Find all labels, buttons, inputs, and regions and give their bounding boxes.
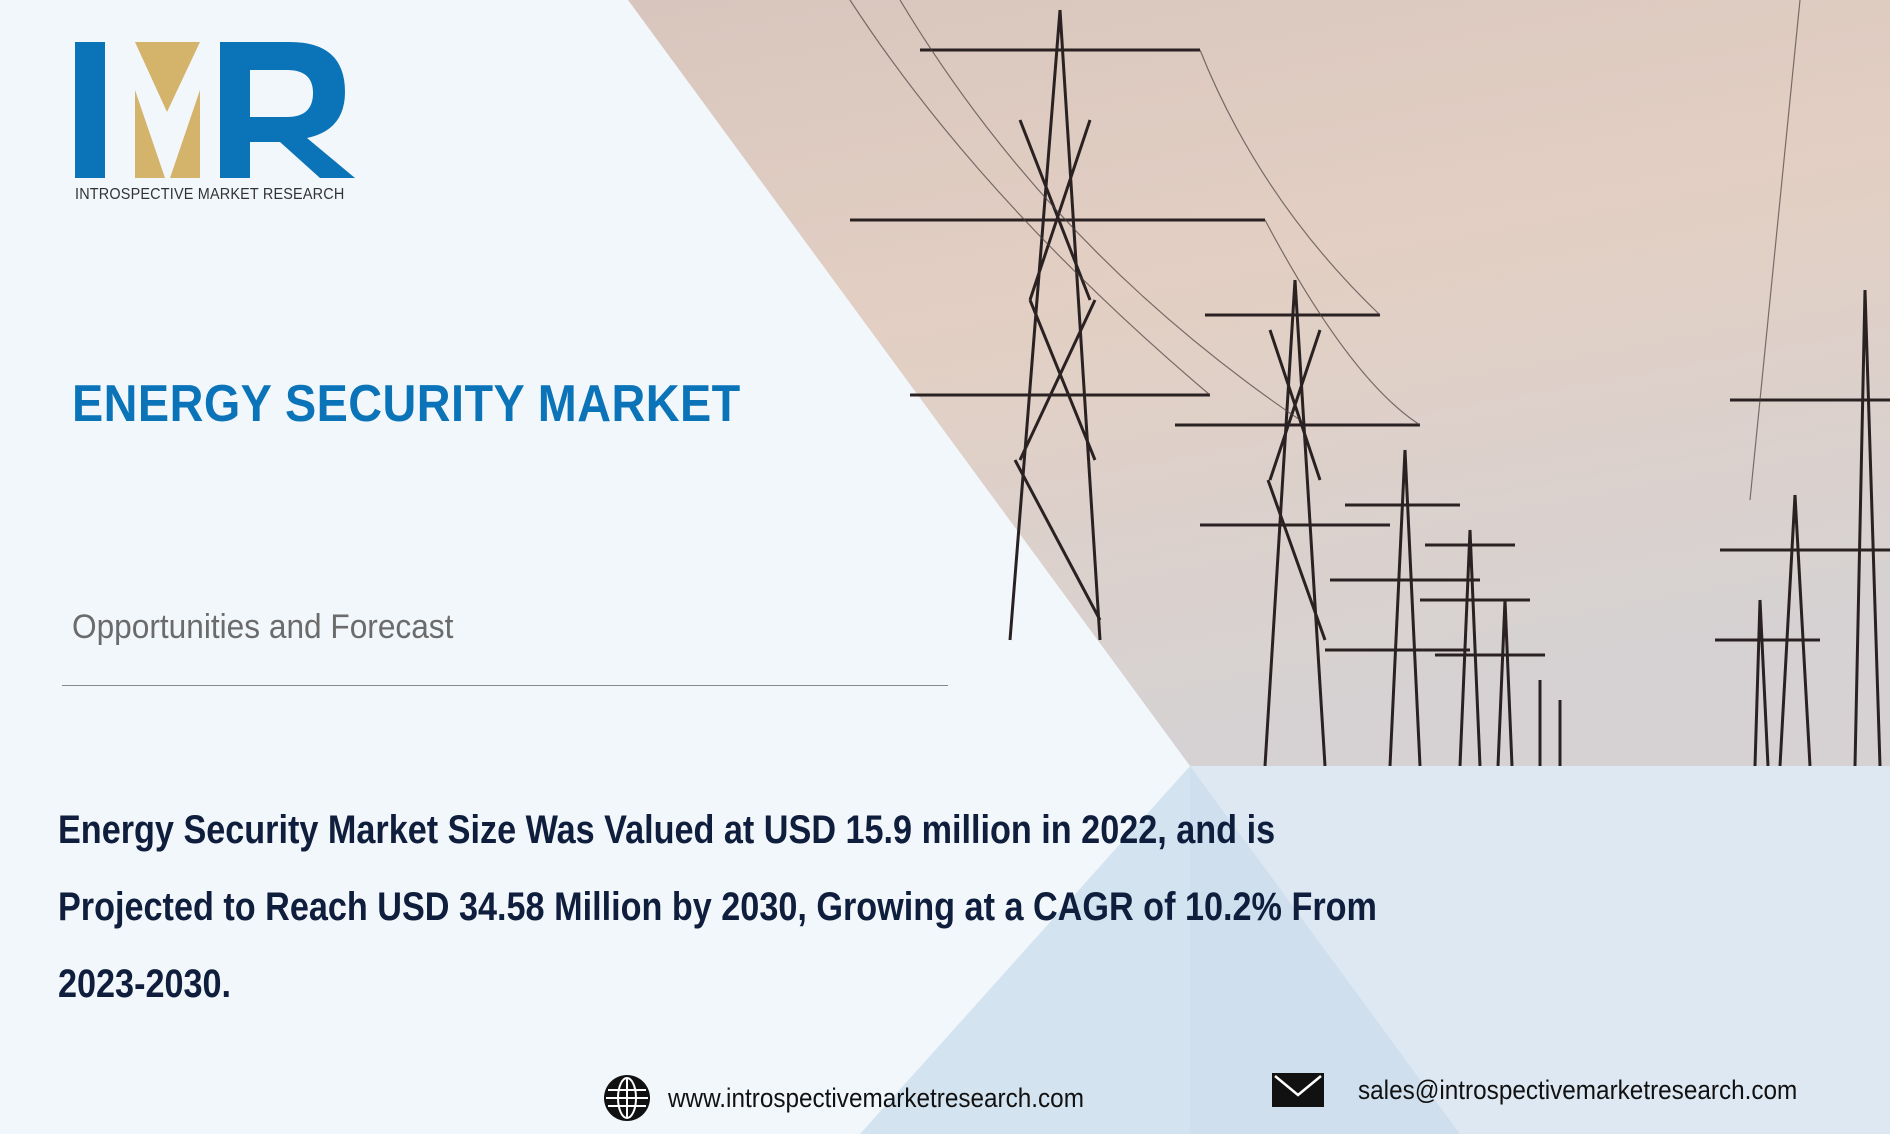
envelope-icon xyxy=(1272,1073,1324,1107)
website-link[interactable]: www.introspectivemarketresearch.com xyxy=(668,1082,1084,1113)
power-lines-photo xyxy=(628,0,1890,766)
summary-line: 2023-2030. xyxy=(58,962,232,1006)
bottom-triangle-2 xyxy=(1190,766,1890,1134)
page-title: ENERGY SECURITY MARKET xyxy=(72,375,741,433)
pylons xyxy=(850,9,1890,767)
page-subtitle: Opportunities and Forecast xyxy=(72,608,454,646)
summary-line: Projected to Reach USD 34.58 Million by … xyxy=(58,885,1377,929)
globe-icon xyxy=(604,1075,650,1121)
imr-logo-mark xyxy=(75,42,355,178)
logo-tagline: INTROSPECTIVE MARKET RESEARCH xyxy=(75,186,345,203)
email-link[interactable]: sales@introspectivemarketresearch.com xyxy=(1358,1074,1798,1105)
divider xyxy=(62,685,948,686)
imr-logo: INTROSPECTIVE MARKET RESEARCH xyxy=(75,42,365,203)
market-summary: Energy Security Market Size Was Valued a… xyxy=(58,800,1601,1031)
website-contact[interactable]: www.introspectivemarketresearch.com xyxy=(602,1073,1130,1123)
email-contact[interactable]: sales@introspectivemarketresearch.com xyxy=(1272,1073,1846,1107)
summary-line: Energy Security Market Size Was Valued a… xyxy=(58,808,1276,852)
